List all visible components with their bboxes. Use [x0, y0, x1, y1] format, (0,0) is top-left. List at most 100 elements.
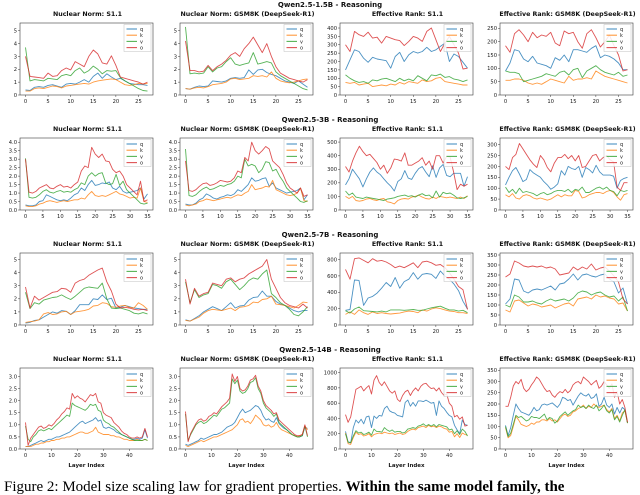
y-tick-label: 3 [174, 284, 177, 290]
y-tick-label: 250 [327, 51, 337, 57]
x-tick-label: 25 [295, 329, 302, 335]
y-tick-label: 100 [327, 76, 337, 82]
chart-title: Nuclear Norm: S1.1 [52, 11, 123, 18]
x-tick-label: 0 [504, 99, 507, 105]
x-tick-label: 15 [394, 214, 401, 220]
y-tick-label: 0 [14, 93, 17, 99]
series-v-line [345, 305, 468, 314]
x-tick-label: 25 [429, 214, 436, 220]
legend-label-k: k [620, 263, 623, 269]
subplot: Nuclear Norm: S1.1 0.0 0.5 1.0 1.5 2.0 2.5 3.0 0… [0, 355, 160, 471]
y-tick-label: 0.5 [9, 199, 17, 205]
x-tick-label: 25 [615, 99, 622, 105]
y-tick-label: 0.5 [9, 435, 17, 441]
x-tick-label: 20 [554, 453, 561, 459]
x-tick-label: 0 [504, 214, 507, 220]
y-tick-label: 300 [487, 379, 497, 385]
series-k-line [25, 187, 148, 208]
legend-label-v: v [300, 39, 303, 45]
x-tick-label: 10 [57, 214, 64, 220]
series-v-line [505, 404, 628, 438]
legend-label-k: k [460, 378, 463, 384]
x-axis-label: Layer Index [388, 463, 425, 469]
x-tick-label: 15 [554, 214, 561, 220]
axes-frame [499, 252, 634, 326]
x-tick-label: 15 [74, 214, 81, 220]
y-tick-label: 350 [327, 34, 337, 40]
figure-grid: Qwen2.5-1.5B - Reasoning Nuclear Norm: S1… [0, 1, 640, 471]
y-tick-label: 0 [334, 447, 337, 453]
x-tick-label: 10 [48, 453, 55, 459]
series-v-line [185, 377, 308, 441]
y-tick-label: 100 [487, 424, 497, 430]
legend-label-k: k [140, 378, 143, 384]
legend-label-v: v [300, 269, 303, 275]
legend-label-v: v [620, 39, 623, 45]
y-tick-label: 0 [494, 447, 497, 453]
x-tick-label: 20 [234, 453, 241, 459]
y-tick-label: 200 [327, 307, 337, 313]
chart-canvas: 0.0 0.5 1.0 1.5 2.0 2.5 3.0 3.5 4.0 0 5 10 15 20 25 30 3… [9, 137, 154, 220]
x-tick-label: 0 [504, 453, 507, 459]
y-tick-label: 3.5 [169, 149, 177, 155]
legend-label-o: o [140, 391, 143, 397]
x-tick-label: 10 [387, 99, 394, 105]
y-tick-label: 1.0 [169, 191, 177, 197]
y-tick-label: 600 [327, 401, 337, 407]
x-tick-label: 5 [46, 329, 49, 335]
y-tick-label: 250 [487, 26, 497, 32]
y-tick-label: 300 [327, 43, 337, 49]
series-o-line [185, 141, 308, 197]
x-tick-label: 0 [184, 329, 187, 335]
legend-label-q: q [300, 257, 303, 263]
axes-frame [19, 367, 154, 450]
x-tick-label: 20 [572, 214, 579, 220]
y-tick-label: 5 [14, 29, 17, 35]
series-k-line [505, 294, 628, 313]
y-tick-label: 400 [327, 26, 337, 32]
chart-title: Effective Rank: S1.1 [371, 11, 444, 18]
axes-frame [179, 252, 314, 326]
legend-label-o: o [620, 391, 623, 397]
legend-label-v: v [140, 39, 143, 45]
axes-frame [339, 367, 474, 450]
y-tick-label: 5 [14, 257, 17, 263]
y-tick-label: 250 [487, 153, 497, 159]
x-tick-label: 20 [433, 99, 440, 105]
y-tick-label: 350 [487, 368, 497, 374]
series-k-line [345, 307, 468, 315]
y-tick-label: 2 [14, 297, 17, 303]
row-suptitle: Qwen2.5-14B - Reasoning [279, 346, 381, 354]
legend-label-k: k [620, 378, 623, 384]
x-tick-label: 5 [526, 329, 529, 335]
x-tick-label: 0 [24, 214, 27, 220]
legend-label-o: o [460, 161, 463, 167]
y-tick-label: 0 [334, 208, 337, 214]
x-axis-label: Layer Index [68, 463, 105, 469]
legend-label-q: q [140, 257, 143, 263]
subplot: Effective Rank: GSM8K (DeepSeek-R1) 0 50 10… [480, 355, 640, 471]
x-tick-label: 20 [92, 214, 99, 220]
y-tick-label: 4 [14, 271, 18, 277]
y-tick-label: 600 [327, 274, 337, 280]
legend-label-q: q [620, 372, 623, 378]
y-tick-label: 400 [327, 154, 337, 160]
axes-frame [499, 137, 634, 211]
y-tick-label: 4 [174, 41, 178, 47]
y-tick-label: 100 [327, 194, 337, 200]
x-tick-label: 0 [344, 329, 347, 335]
x-tick-label: 0 [344, 453, 347, 459]
legend-label-q: q [140, 142, 143, 148]
legend-label-o: o [620, 46, 623, 52]
y-tick-label: 150 [487, 413, 497, 419]
chart-grid-row: Nuclear Norm: S1.1 0.0 0.5 1.0 1.5 2.0 2.5 3.0 3… [0, 125, 640, 223]
chart-canvas: 0.0 0.5 1.0 1.5 2.0 2.5 3.0 0 10 20 30 40 Layer Inde… [169, 367, 314, 469]
chart-canvas: 0 200 400 600 800 1000 0 10 20 30 40 Layer Index qkv… [324, 367, 474, 469]
legend-label-q: q [140, 372, 143, 378]
series-k-line [505, 70, 628, 85]
y-tick-label: 150 [487, 293, 497, 299]
y-tick-label: 50 [490, 197, 497, 203]
legend-label-k: k [140, 263, 143, 269]
